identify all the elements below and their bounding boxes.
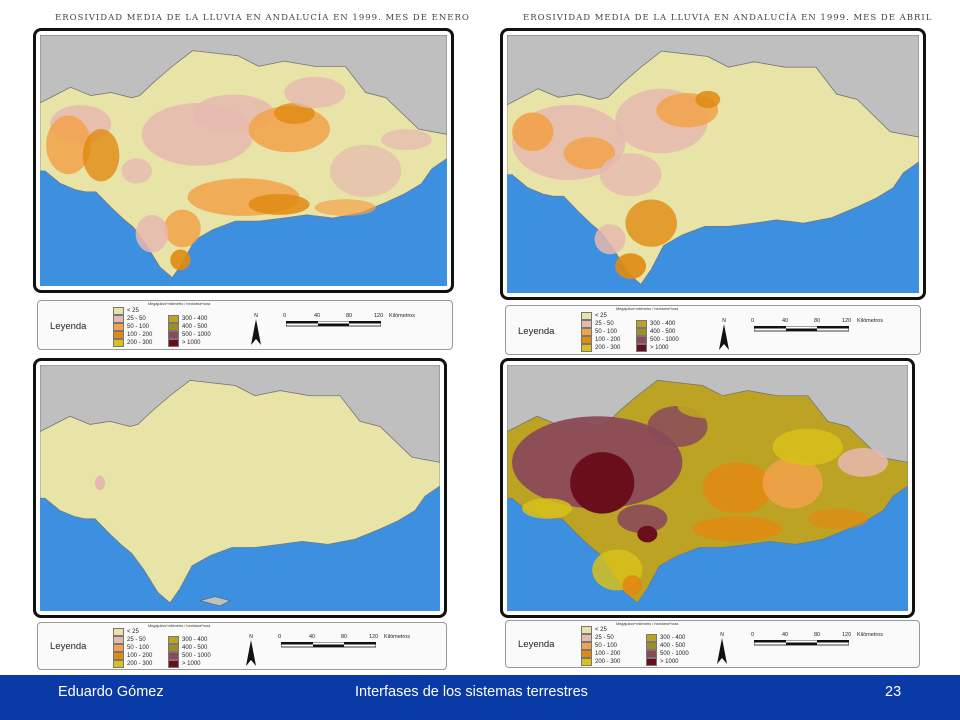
scale-bar (754, 326, 849, 332)
footer-course: Interfases de los sistemas terrestres (355, 684, 588, 700)
legend-class: 100 - 200 (127, 652, 153, 659)
scale-unit: Kilómetros (857, 318, 883, 324)
legend-class: > 1000 (650, 344, 669, 351)
scale-bar (286, 321, 381, 327)
legend-class: 50 - 100 (595, 328, 618, 335)
legend-class: 400 - 500 (660, 642, 686, 649)
legend-fourth: Leyenda Megajulios*milímetro / hectárea*… (505, 620, 920, 668)
legend-class: 25 - 50 (595, 320, 614, 327)
legend-unit: Megajulios*milímetro / hectárea*hora (148, 624, 211, 628)
map-panel-fourth (500, 358, 915, 618)
legend-class: 300 - 400 (182, 636, 208, 643)
map-panel-april (500, 28, 926, 300)
legend-class: < 25 (595, 312, 607, 319)
legend-class: 400 - 500 (650, 328, 676, 335)
scale-tick: 40 (314, 313, 321, 319)
map-title-january: EROSIVIDAD MEDIA DE LA LLUVIA EN ANDALUC… (55, 13, 470, 23)
north-arrow-icon: N (718, 318, 730, 352)
legend-class: 300 - 400 (650, 320, 676, 327)
scale-tick: 80 (341, 634, 348, 640)
legend-class: 200 - 300 (595, 658, 621, 665)
scale-bar (281, 642, 376, 648)
legend-april: Leyenda Megajulios*milímetro / hectárea*… (505, 305, 921, 355)
scale-unit: Kilómetros (857, 632, 883, 638)
north-arrow-icon: N (245, 634, 257, 668)
legend-class: > 1000 (660, 658, 679, 665)
map-panel-third (33, 358, 447, 618)
legend-class: > 1000 (182, 339, 201, 346)
scale-tick: 120 (369, 634, 379, 640)
map-january (40, 35, 447, 286)
legend-class: 25 - 50 (127, 636, 146, 643)
legend-class: 50 - 100 (127, 323, 150, 330)
legend-class: 25 - 50 (127, 315, 146, 322)
scale-tick: 40 (782, 632, 789, 638)
map-third (40, 365, 440, 611)
legend-title: Leyenda (50, 641, 87, 652)
legend-class: 500 - 1000 (182, 331, 211, 338)
scale-unit: Kilómetros (384, 634, 410, 640)
scale-tick: 80 (814, 632, 821, 638)
footer-bar: Eduardo Gómez Interfases de los sistemas… (0, 675, 960, 720)
footer-author: Eduardo Gómez (58, 684, 164, 700)
footer-page-number: 23 (885, 684, 902, 700)
legend-unit: Megajulios*milímetro / hectárea*hora (616, 622, 679, 626)
legend-unit: Megajulios*milímetro / hectárea*hora (616, 307, 679, 311)
scale-tick: 120 (842, 318, 852, 324)
scale-tick: 120 (842, 632, 852, 638)
legend-class: 300 - 400 (182, 315, 208, 322)
north-arrow-icon: N (716, 632, 728, 666)
legend-class: < 25 (127, 628, 139, 635)
legend-class: > 1000 (182, 660, 201, 667)
scale-tick: 40 (309, 634, 316, 640)
scale-tick: 40 (782, 318, 789, 324)
legend-class: 400 - 500 (182, 323, 208, 330)
neighbor-land (40, 35, 447, 135)
scale-tick: 80 (814, 318, 821, 324)
scale-unit: Kilómetros (389, 313, 415, 319)
scale-tick: 120 (374, 313, 384, 319)
legend-title: Leyenda (518, 639, 555, 650)
legend-class: 500 - 1000 (182, 652, 211, 659)
legend-class: 100 - 200 (595, 650, 621, 657)
legend-third: Leyenda Megajulios*milímetro / hectárea*… (37, 622, 447, 670)
legend-title: Leyenda (50, 321, 87, 332)
legend-class: 500 - 1000 (650, 336, 679, 343)
legend-class: 100 - 200 (127, 331, 153, 338)
legend-class: 400 - 500 (182, 644, 208, 651)
legend-unit: Megajulios*milímetro / hectárea*hora (148, 302, 211, 306)
legend-class: 200 - 300 (595, 344, 621, 351)
legend-class: 300 - 400 (660, 634, 686, 641)
map-fourth (507, 365, 908, 611)
scale-tick: 80 (346, 313, 353, 319)
legend-title: Leyenda (518, 326, 555, 337)
scale-tick: 0 (283, 313, 287, 319)
legend-class: 500 - 1000 (660, 650, 689, 657)
legend-class: 100 - 200 (595, 336, 621, 343)
legend-january: Leyenda Megajulios*milímetro / hectárea*… (37, 300, 453, 350)
map-panel-january (33, 28, 454, 293)
legend-class: < 25 (595, 626, 607, 633)
scale-tick: 0 (751, 318, 755, 324)
scale-tick: 0 (751, 632, 755, 638)
legend-class: < 25 (127, 307, 139, 314)
scale-tick: 0 (278, 634, 282, 640)
legend-class: 200 - 300 (127, 660, 153, 667)
scale-bar (754, 640, 849, 646)
north-arrow-icon: N (250, 313, 262, 347)
legend-class: 25 - 50 (595, 634, 614, 641)
legend-class: 50 - 100 (595, 642, 618, 649)
map-title-april: EROSIVIDAD MEDIA DE LA LLUVIA EN ANDALUC… (523, 13, 933, 23)
map-april (507, 35, 919, 293)
legend-class: 50 - 100 (127, 644, 150, 651)
legend-class: 200 - 300 (127, 339, 153, 346)
